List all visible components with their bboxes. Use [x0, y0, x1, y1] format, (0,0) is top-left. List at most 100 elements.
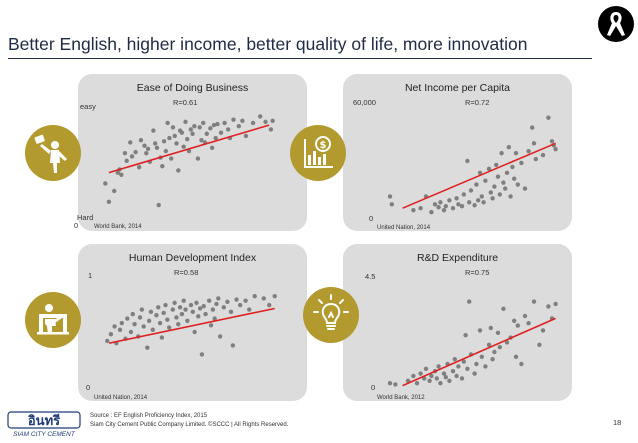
data-point [176, 168, 181, 173]
data-point [519, 160, 524, 166]
data-point [179, 311, 185, 317]
data-point [230, 343, 236, 348]
data-point [463, 333, 468, 338]
data-point [181, 298, 186, 303]
data-point [461, 192, 466, 197]
data-point [156, 202, 161, 208]
data-point [105, 338, 110, 344]
data-point [165, 120, 170, 126]
data-point [427, 378, 432, 383]
data-point [213, 135, 218, 141]
data-point [151, 128, 156, 133]
data-point [499, 150, 504, 156]
data-point [170, 125, 176, 130]
data-point [103, 181, 108, 186]
data-point [459, 376, 465, 381]
data-point [172, 300, 177, 306]
data-point [195, 156, 201, 161]
data-point [129, 154, 135, 159]
data-point [441, 207, 447, 213]
data-point [188, 302, 194, 308]
data-point [533, 156, 538, 162]
y-zero-label: 0 [74, 221, 79, 230]
footer-text: Source : EF English Proficiency Index, 2… [90, 412, 288, 430]
data-point [443, 204, 448, 209]
data-point [441, 371, 447, 376]
data-point [169, 156, 174, 161]
data-point [472, 203, 477, 208]
data-point [474, 361, 479, 367]
data-point [450, 369, 456, 374]
data-point [115, 170, 120, 175]
scatter-plot [387, 299, 558, 387]
r-value-label: R=0.58 [174, 268, 199, 277]
data-point [250, 120, 256, 126]
r-value-label: R=0.75 [465, 268, 490, 277]
data-source-label: World Bank, 2014 [94, 224, 142, 230]
data-point [261, 296, 266, 301]
data-point [270, 118, 275, 123]
data-point [429, 373, 434, 379]
data-point [208, 126, 213, 131]
data-point [218, 130, 224, 135]
data-point [436, 205, 441, 210]
data-point [201, 304, 206, 309]
y-top-label: 4.5 [365, 272, 376, 281]
data-point [145, 345, 150, 350]
data-point [553, 301, 558, 307]
data-point [537, 342, 542, 347]
y-bottom-label: Hard [77, 213, 94, 222]
awareness-ribbon-icon [598, 6, 634, 42]
data-point [125, 316, 130, 321]
data-point [179, 130, 185, 135]
data-point [477, 328, 483, 333]
data-point [546, 115, 551, 120]
chart-panel-ease-of-doing-business: Ease of Doing Business R=0.61 easy Hard … [74, 74, 307, 231]
data-point [414, 381, 420, 386]
data-point [267, 302, 272, 308]
data-point [161, 139, 167, 144]
lightbulb-icon [303, 287, 359, 343]
data-point [513, 354, 519, 359]
data-point [512, 176, 517, 181]
data-point [553, 147, 558, 152]
data-point [479, 194, 484, 199]
data-point [217, 334, 223, 339]
businessman-icon [25, 125, 81, 181]
data-point [183, 119, 188, 125]
data-point [144, 151, 149, 156]
data-point [146, 318, 152, 323]
data-point [418, 206, 423, 211]
data-point [456, 202, 461, 207]
chart-title: Net Income per Capita [404, 82, 511, 94]
data-point [495, 330, 501, 335]
data-point [263, 119, 268, 125]
data-point [488, 190, 493, 195]
data-point [268, 127, 274, 132]
data-point [486, 166, 492, 172]
data-point [546, 304, 551, 309]
data-point [208, 323, 214, 328]
data-point [540, 328, 546, 333]
data-point [504, 170, 510, 175]
data-point [221, 305, 226, 310]
y-top-label: 1 [88, 271, 93, 280]
data-point [418, 371, 423, 376]
data-point [215, 121, 220, 127]
data-point [152, 141, 158, 146]
data-point [272, 293, 277, 299]
data-point [192, 124, 197, 129]
scatter-plot [105, 293, 277, 357]
y-zero-label: 0 [86, 383, 91, 392]
y-zero-label: 0 [369, 214, 374, 223]
data-point [436, 364, 441, 369]
data-point [490, 357, 495, 362]
data-point [130, 311, 135, 317]
data-point [438, 200, 443, 205]
data-point [456, 364, 461, 369]
data-point [119, 320, 125, 326]
data-point [231, 117, 236, 122]
data-point [133, 149, 138, 155]
data-point [497, 192, 502, 197]
data-point [176, 321, 181, 327]
